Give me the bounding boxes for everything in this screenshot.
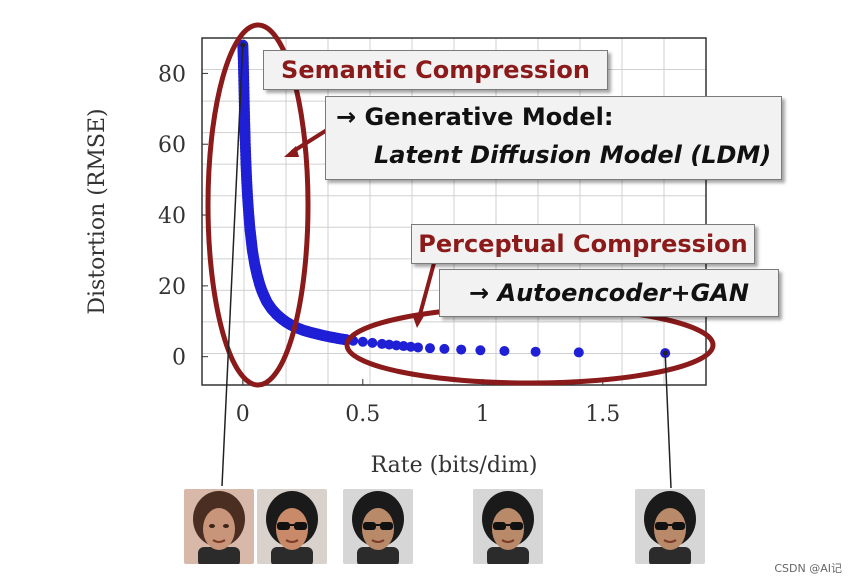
face-connectors <box>221 42 672 489</box>
data-point <box>398 341 409 352</box>
face-connector-dot <box>240 42 246 48</box>
data-point <box>573 347 584 358</box>
x-tick-label: 0.5 <box>345 402 380 427</box>
face-1 <box>184 489 254 564</box>
face-connector-line <box>221 45 244 487</box>
perceptual-pointer-arrow <box>417 262 436 319</box>
y-tick-label: 80 <box>158 62 186 87</box>
x-tick-label: 1.5 <box>585 402 620 427</box>
axis-ticks: 0 0.5 1 1.5 0 20 40 60 80 <box>158 62 620 427</box>
generative-model-label: → Generative Model: <box>336 103 614 131</box>
plot-frame <box>201 37 707 386</box>
y-tick-label: 60 <box>158 133 186 158</box>
x-axis-label: Rate (bits/dim) <box>371 453 538 478</box>
semantic-compression-box: Semantic Compression <box>263 50 608 90</box>
data-points <box>237 39 671 359</box>
watermark: CSDN @AI记 <box>774 562 842 575</box>
data-point <box>391 340 402 351</box>
semantic-pointer-arrowhead <box>284 146 299 157</box>
y-tick-label: 0 <box>172 346 186 371</box>
perceptual-compression-box: Perceptual Compression <box>411 224 755 264</box>
semantic-region-ellipse <box>205 22 311 388</box>
data-point <box>384 339 395 350</box>
grid <box>202 38 706 385</box>
data-point <box>405 341 416 352</box>
face-5 <box>635 489 705 564</box>
data-point <box>357 336 368 347</box>
data-point <box>475 345 486 356</box>
face-3 <box>343 489 413 564</box>
face-2 <box>257 489 327 564</box>
semantic-compression-label: Semantic Compression <box>281 56 590 84</box>
face-connector-line <box>664 353 672 489</box>
data-point <box>377 338 387 349</box>
data-point <box>456 344 467 355</box>
face-connector-dot <box>662 350 668 356</box>
autoencoder-gan-label: → Autoencoder+GAN <box>469 279 749 307</box>
data-point <box>530 346 541 357</box>
semantic-pointer-arrow <box>290 126 332 154</box>
perceptual-compression-label: Perceptual Compression <box>418 230 748 258</box>
data-point <box>367 337 378 348</box>
autoencoder-gan-box: → Autoencoder+GAN <box>439 269 779 317</box>
perceptual-pointer-arrowhead <box>412 314 424 328</box>
y-tick-label: 40 <box>158 204 186 229</box>
data-point <box>499 346 510 357</box>
data-point <box>413 342 423 353</box>
face-4 <box>473 489 543 564</box>
data-point <box>425 343 435 354</box>
x-tick-label: 1 <box>476 402 490 427</box>
x-tick-label: 0 <box>236 402 250 427</box>
data-point <box>439 343 450 354</box>
y-tick-label: 20 <box>158 275 186 300</box>
y-axis-label: Distortion (RMSE) <box>85 108 110 314</box>
ldm-label: Latent Diffusion Model (LDM) <box>374 141 772 169</box>
generative-model-box: → Generative Model: Latent Diffusion Mod… <box>325 96 782 180</box>
